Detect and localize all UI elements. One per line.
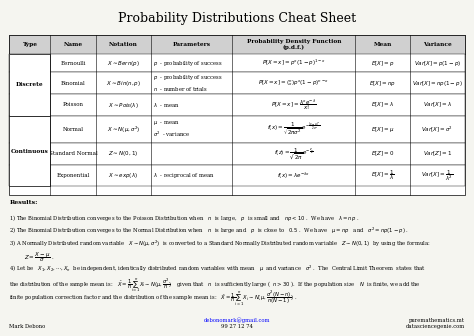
- Text: Notation: Notation: [109, 42, 137, 47]
- Text: $X\sim Bin(n,p)$: $X\sim Bin(n,p)$: [106, 79, 141, 88]
- Text: $f(x)=\lambda e^{-\lambda x}$: $f(x)=\lambda e^{-\lambda x}$: [277, 170, 310, 181]
- Text: $X\sim exp(\lambda)$: $X\sim exp(\lambda)$: [108, 171, 138, 180]
- Text: Type: Type: [22, 42, 37, 47]
- Text: $p$  - probability of success: $p$ - probability of success: [153, 58, 223, 68]
- Text: Mark Debono: Mark Debono: [9, 324, 46, 329]
- Text: 2) The Binomial Distribution converges to the Normal Distribution when   $n$  is: 2) The Binomial Distribution converges t…: [9, 226, 410, 236]
- Text: $Z\sim N(0,1)$: $Z\sim N(0,1)$: [108, 149, 138, 158]
- Bar: [9, 143, 465, 165]
- Text: Mean: Mean: [374, 42, 392, 47]
- Text: $f(x)=\dfrac{1}{\sqrt{2\pi\sigma^2}}e^{-\frac{(x-\mu)^2}{2\sigma^2}}$: $f(x)=\dfrac{1}{\sqrt{2\pi\sigma^2}}e^{-…: [267, 121, 320, 138]
- Text: $X\sim N(\mu,\sigma^2)$: $X\sim N(\mu,\sigma^2)$: [107, 124, 140, 134]
- Text: finite population correction factor and the distribution of the sample mean is: : finite population correction factor and …: [9, 289, 298, 308]
- Text: Probability Density Function
(p.d.f.): Probability Density Function (p.d.f.): [246, 39, 341, 50]
- Text: the distribution of the sample mean is:   $\bar{X}=\dfrac{1}{n}\sum_{i=1}^{n}X_i: the distribution of the sample mean is: …: [9, 276, 421, 294]
- Bar: [9, 116, 50, 186]
- Bar: [9, 35, 465, 195]
- Text: Variance: Variance: [423, 42, 452, 47]
- Text: Binomial: Binomial: [61, 81, 86, 86]
- Text: $Var[X]=\sigma^2$: $Var[X]=\sigma^2$: [421, 125, 453, 134]
- Text: Name: Name: [64, 42, 83, 47]
- Text: $E[Z]=0$: $E[Z]=0$: [371, 150, 394, 158]
- Text: $E[X]=np$: $E[X]=np$: [369, 79, 396, 88]
- Text: Parameters: Parameters: [173, 42, 210, 47]
- Text: $X\sim Pois(\lambda)$: $X\sim Pois(\lambda)$: [108, 100, 139, 110]
- Text: $E[X]=\lambda$: $E[X]=\lambda$: [371, 101, 394, 109]
- Text: Continuous: Continuous: [11, 149, 49, 154]
- Text: $Var[X]=\dfrac{1}{\lambda^2}$: $Var[X]=\dfrac{1}{\lambda^2}$: [421, 168, 454, 183]
- Text: 99 27 12 74: 99 27 12 74: [221, 324, 253, 329]
- Text: $\mu$  - mean
$\sigma^2$  - variance: $\mu$ - mean $\sigma^2$ - variance: [153, 119, 190, 139]
- Text: $E[X]=\dfrac{1}{\lambda}$: $E[X]=\dfrac{1}{\lambda}$: [371, 169, 394, 182]
- Bar: [9, 165, 465, 186]
- Text: $\lambda$  - reciprocal of mean: $\lambda$ - reciprocal of mean: [153, 171, 215, 180]
- Text: Discrete: Discrete: [16, 82, 44, 87]
- Bar: [9, 54, 465, 72]
- Text: 1) The Binomial Distribution converges to the Poisson Distribution when   $n$  i: 1) The Binomial Distribution converges t…: [9, 213, 360, 223]
- Text: Normal: Normal: [63, 127, 84, 132]
- Text: 4) Let be   $X_1,X_2,\cdots,X_n$  be independent, identically distributed random: 4) Let be $X_1,X_2,\cdots,X_n$ be indepe…: [9, 263, 426, 274]
- Text: $P[X=x]=\binom{n}{x}p^x(1-p)^{n-x}$: $P[X=x]=\binom{n}{x}p^x(1-p)^{n-x}$: [258, 78, 329, 88]
- Text: $Var[Z]=1$: $Var[Z]=1$: [423, 150, 452, 158]
- Text: Standard Normal: Standard Normal: [49, 151, 98, 156]
- Text: Exponential: Exponential: [56, 173, 90, 178]
- Text: $\lambda$  - mean: $\lambda$ - mean: [153, 101, 180, 109]
- Text: Bernoulli: Bernoulli: [61, 60, 86, 66]
- Bar: [9, 94, 465, 116]
- Text: $Var[X]=\lambda$: $Var[X]=\lambda$: [423, 101, 452, 109]
- Text: 3) A Normally Distributed random variable   $X\sim N(\mu,\sigma^2)$  is converte: 3) A Normally Distributed random variabl…: [9, 239, 431, 249]
- Text: datasciencegenie.com: datasciencegenie.com: [405, 324, 465, 329]
- Text: $P[X=x]=p^x(1-p)^{1-x}$: $P[X=x]=p^x(1-p)^{1-x}$: [262, 58, 326, 68]
- Bar: [9, 116, 465, 143]
- Text: $E[X]=p$: $E[X]=p$: [371, 58, 394, 68]
- Text: $Z=\dfrac{X-\mu}{\sigma}$ .: $Z=\dfrac{X-\mu}{\sigma}$ .: [24, 250, 54, 264]
- Text: $P[X=x]=\dfrac{\lambda^x e^{-\lambda}}{x!}$: $P[X=x]=\dfrac{\lambda^x e^{-\lambda}}{x…: [271, 97, 317, 113]
- Text: puremathematics.mt: puremathematics.mt: [409, 318, 465, 323]
- Text: Poisson: Poisson: [63, 102, 84, 108]
- Text: $f(z)=\dfrac{1}{\sqrt{2\pi}}e^{-\frac{z^2}{2}}$: $f(z)=\dfrac{1}{\sqrt{2\pi}}e^{-\frac{z^…: [274, 146, 314, 161]
- Bar: [9, 35, 465, 54]
- Bar: [9, 72, 465, 94]
- Text: $X\sim Bern(p)$: $X\sim Bern(p)$: [107, 58, 140, 68]
- Bar: [9, 54, 50, 116]
- Text: $p$  - probability of success
$n$  - number of trials: $p$ - probability of success $n$ - numbe…: [153, 74, 223, 93]
- Text: $Var[X]=np(1-p)$: $Var[X]=np(1-p)$: [412, 79, 463, 88]
- Text: $E[X]=\mu$: $E[X]=\mu$: [371, 125, 394, 134]
- Text: $Var[X]=p(1-p)$: $Var[X]=p(1-p)$: [414, 58, 461, 68]
- Text: Probability Distributions Cheat Sheet: Probability Distributions Cheat Sheet: [118, 12, 356, 25]
- Text: Results:: Results:: [9, 200, 38, 205]
- Text: debonomark@gmail.com: debonomark@gmail.com: [204, 317, 270, 323]
